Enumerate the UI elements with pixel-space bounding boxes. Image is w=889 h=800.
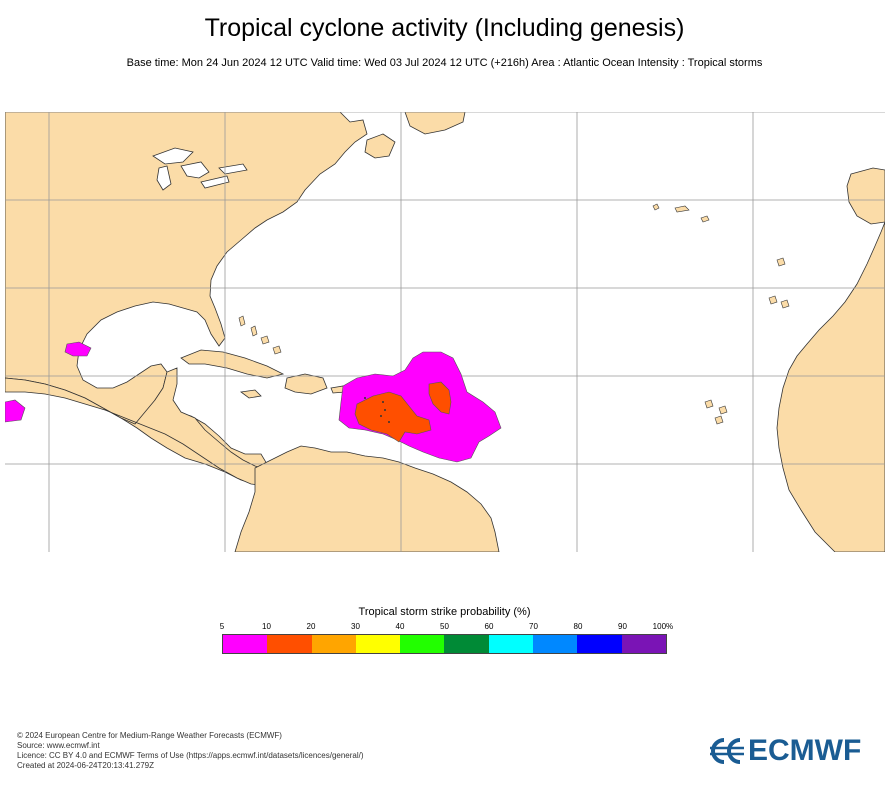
footer-credits: © 2024 European Centre for Medium-Range … (17, 731, 364, 771)
legend-swatch (355, 635, 401, 653)
legend-tick-label: 80 (573, 622, 583, 631)
legend-tick-label: 50 (440, 622, 449, 631)
legend-tick-label: 100% (652, 622, 674, 631)
legend-swatch (400, 635, 445, 653)
legend-colorbar (222, 634, 667, 654)
north-america-land (5, 112, 368, 485)
footer-created: Created at 2024-06-24T20:13:41.279Z (17, 761, 154, 770)
ecmwf-logo-icon (710, 738, 744, 764)
legend-ticks: 5 10 20 30 40 50 60 70 80 90 100% (219, 622, 673, 634)
legend-swatch (444, 635, 489, 653)
legend-swatch (311, 635, 356, 653)
ecmwf-logo-text: ECMWF (748, 734, 862, 767)
central-america-land (5, 367, 276, 487)
atlantic-islands (652, 203, 790, 425)
legend-tick-label: 20 (306, 622, 316, 631)
legend-tick-label: 10 (262, 622, 271, 631)
legend-tick-label: 40 (395, 622, 405, 631)
hispaniola-island (284, 373, 328, 395)
map-subtitle: Base time: Mon 24 Jun 2024 12 UTC Valid … (126, 57, 763, 69)
legend-tick-label: 30 (351, 622, 360, 631)
legend-swatch (621, 635, 666, 653)
footer-licence: Licence: CC BY 4.0 and ECMWF Terms of Us… (17, 751, 364, 760)
africa-land (776, 174, 885, 552)
legend-swatch (577, 635, 622, 653)
legend-tick-label: 90 (618, 622, 627, 631)
probability-10-20 (354, 381, 452, 443)
probability-5-10 (5, 341, 502, 463)
legend-tick-label: 70 (529, 622, 538, 631)
map-panel (5, 112, 885, 552)
atlantic-map (5, 112, 885, 552)
great-lakes (152, 147, 248, 191)
legend-swatch (533, 635, 578, 653)
legend-tick-label: 5 (219, 622, 225, 631)
iberia-land (846, 167, 885, 225)
jamaica-island (239, 389, 262, 399)
legend-swatch (223, 635, 268, 653)
legend-swatch (488, 635, 534, 653)
greenland-tip (404, 112, 466, 135)
map-title: Tropical cyclone activity (Including gen… (204, 14, 685, 42)
ecmwf-logo: ECMWF (706, 733, 876, 769)
legend-tick-label: 60 (484, 622, 494, 631)
legend-title: Tropical storm strike probability (%) (358, 606, 531, 618)
bahamas-islands (238, 315, 282, 355)
footer-source: Source: www.ecmwf.int (17, 741, 100, 750)
south-america-land (234, 445, 500, 552)
legend-swatch (267, 635, 312, 653)
newfoundland-island (364, 133, 396, 159)
footer-copyright: © 2024 European Centre for Medium-Range … (17, 731, 282, 740)
lesser-antilles-islands (364, 397, 390, 423)
